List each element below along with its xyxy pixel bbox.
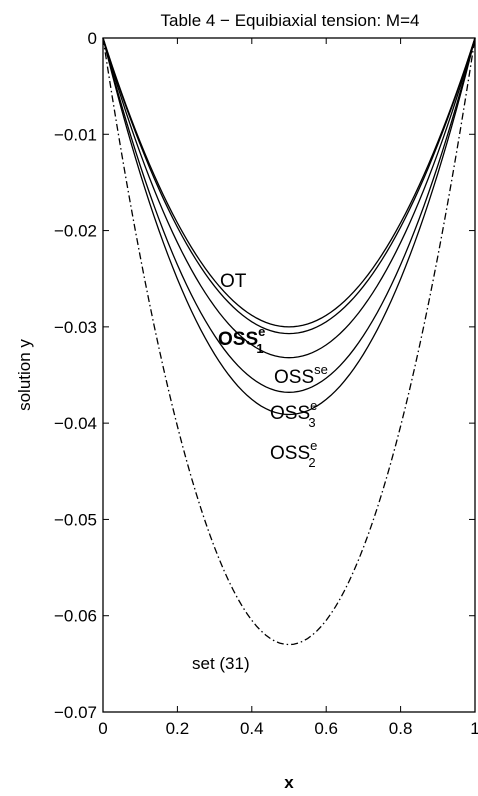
y-tick-label: −0.04 <box>54 414 97 433</box>
y-tick-label: −0.07 <box>54 703 97 722</box>
y-tick-label: 0 <box>88 29 97 48</box>
x-tick-label: 0.4 <box>240 719 264 738</box>
x-tick-label: 1 <box>470 719 478 738</box>
series-annotation: set (31) <box>192 654 250 673</box>
chart-title: Table 4 − Equibiaxial tension: M=4 <box>161 11 420 30</box>
series-annotation: OT <box>220 271 247 292</box>
y-tick-label: −0.05 <box>54 510 97 529</box>
x-axis-label: x <box>284 773 294 792</box>
y-tick-label: −0.02 <box>54 222 97 241</box>
y-tick-label: −0.01 <box>54 125 97 144</box>
x-tick-label: 0.6 <box>314 719 338 738</box>
y-axis-label: solution y <box>15 339 34 411</box>
x-tick-label: 0.2 <box>166 719 190 738</box>
x-tick-label: 0 <box>98 719 107 738</box>
y-tick-label: −0.06 <box>54 607 97 626</box>
x-tick-label: 0.8 <box>389 719 413 738</box>
y-tick-label: −0.03 <box>54 318 97 337</box>
